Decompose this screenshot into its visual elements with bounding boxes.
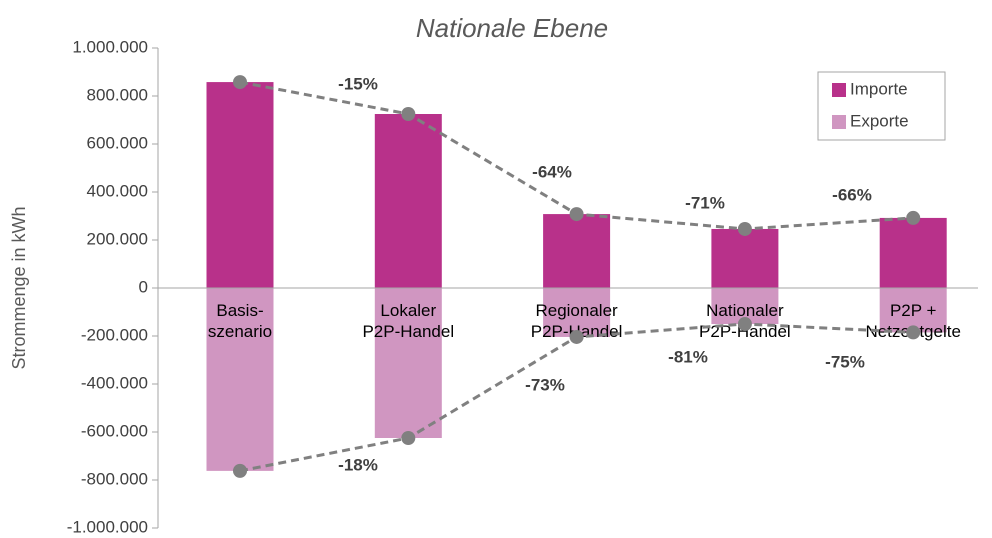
bar: [543, 214, 611, 288]
change-label: -15%: [338, 74, 378, 93]
y-tick-label: -400.000: [81, 373, 148, 392]
legend-swatch: [832, 115, 846, 129]
marker: [569, 329, 584, 344]
y-tick-label: 400.000: [87, 181, 148, 200]
y-tick-label: 800.000: [87, 85, 148, 104]
y-tick-label: 200.000: [87, 229, 148, 248]
bar: [879, 217, 947, 288]
marker: [401, 107, 416, 121]
change-label: -66%: [832, 185, 872, 204]
marker: [737, 221, 752, 236]
marker: [569, 207, 584, 222]
bar: [543, 288, 611, 337]
marker: [233, 463, 247, 478]
marker: [233, 75, 247, 90]
bar: [374, 288, 442, 438]
y-tick-label: -800.000: [81, 469, 148, 488]
legend-label: Importe: [850, 79, 908, 98]
bar: [374, 114, 442, 288]
x-tick-label-box: Basis- szenario: [207, 301, 273, 341]
legend-swatch: [832, 83, 846, 97]
x-tick-label: Basis- szenario: [207, 301, 273, 341]
change-label: -75%: [825, 352, 865, 371]
legend-label: Exporte: [850, 111, 909, 130]
y-tick-label: 600.000: [87, 133, 148, 152]
y-tick-label: 1.000.000: [72, 37, 148, 56]
y-tick-label: -600.000: [81, 421, 148, 440]
y-axis-label: Strommenge in kWh: [9, 206, 29, 369]
chart-title: Nationale Ebene: [416, 13, 608, 43]
x-tick-label-box: Lokaler P2P-Handel: [362, 301, 455, 341]
trend-line: [239, 80, 914, 231]
marker: [906, 325, 921, 340]
y-tick-label: -200.000: [81, 325, 148, 344]
bar: [206, 82, 274, 288]
marker: [401, 431, 416, 445]
bar: [711, 228, 779, 288]
bar: [206, 288, 274, 471]
bar: [879, 288, 947, 333]
x-tick-label: Lokaler P2P-Handel: [362, 301, 455, 341]
y-tick-label: -1.000.000: [67, 517, 148, 536]
change-label: -18%: [338, 455, 378, 474]
y-tick-label: 0: [139, 277, 148, 296]
marker: [737, 317, 752, 331]
x-tick-label-box: P2P + Netzentgelte: [865, 301, 960, 341]
marker: [906, 210, 921, 225]
change-label: -71%: [685, 193, 725, 212]
change-label: -73%: [525, 375, 565, 394]
change-label: -81%: [668, 347, 708, 366]
change-label: -64%: [532, 162, 572, 181]
